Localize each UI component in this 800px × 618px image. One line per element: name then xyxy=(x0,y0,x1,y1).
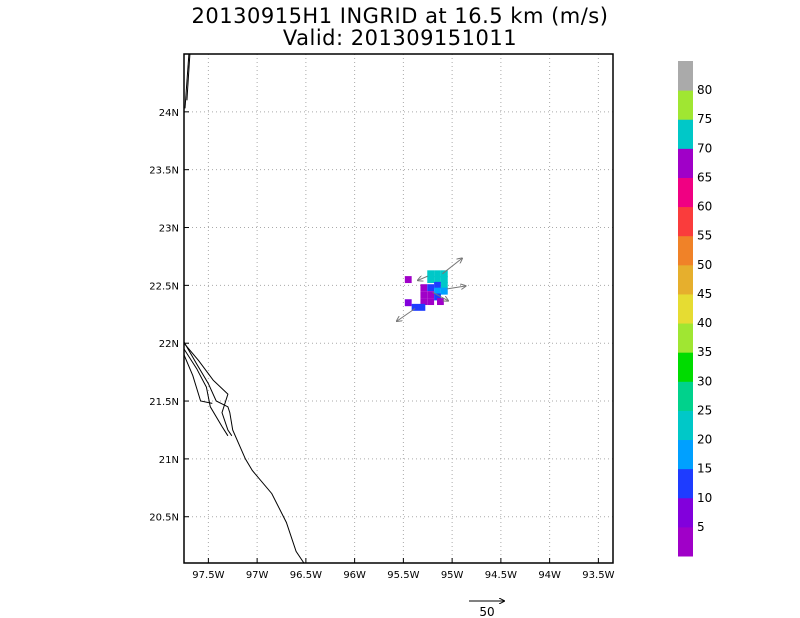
tick-label-lon: 97W xyxy=(246,570,269,581)
colorbar-bin xyxy=(678,352,693,382)
colorbar-label: 80 xyxy=(697,83,712,97)
tick-label-lon: 94.5W xyxy=(485,570,517,581)
wind-cell xyxy=(420,284,428,292)
tick-label-lon: 95W xyxy=(441,570,464,581)
wind-vector xyxy=(397,308,416,322)
colorbar-bin xyxy=(678,61,693,91)
colorbar-label: 45 xyxy=(697,287,712,301)
wind-cell xyxy=(420,298,428,306)
wind-cell xyxy=(427,284,435,292)
colorbar-label: 35 xyxy=(697,345,712,359)
coastline-segment xyxy=(184,354,213,404)
tick-label-lon: 95.5W xyxy=(387,570,419,581)
wind-cell xyxy=(427,276,435,284)
reference-vector: 50 xyxy=(469,601,504,618)
colorbar-label: 55 xyxy=(697,229,712,243)
wind-cell xyxy=(440,287,448,295)
colorbar-bin xyxy=(678,381,693,411)
tick-label-lat: 23.5N xyxy=(149,166,179,177)
colorbar-bin xyxy=(678,526,693,557)
coastline-segment xyxy=(184,342,233,437)
colorbar-label: 75 xyxy=(697,112,712,126)
colorbar-label: 15 xyxy=(697,462,712,476)
wind-cell xyxy=(420,291,428,299)
wind-cell xyxy=(434,276,441,284)
colorbar-bin xyxy=(678,264,693,295)
coastline-segment xyxy=(184,348,229,437)
tick-label-lat: 21N xyxy=(159,455,179,466)
colorbar-bin xyxy=(678,235,693,266)
reference-vector-label: 50 xyxy=(479,605,494,618)
colorbar-label: 70 xyxy=(697,141,712,155)
wind-cell xyxy=(434,270,441,278)
colorbar-label: 20 xyxy=(697,433,712,447)
tick-label-lat: 24N xyxy=(159,108,179,119)
tick-label-lat: 20.5N xyxy=(149,513,179,524)
wind-cell xyxy=(437,298,444,306)
wind-cell xyxy=(427,298,435,306)
colorbar-label: 30 xyxy=(697,374,712,388)
colorbar-label: 50 xyxy=(697,258,712,272)
wind-cell xyxy=(434,281,441,289)
wind-cell xyxy=(440,276,448,284)
wind-vector xyxy=(418,276,428,280)
colorbar-label: 40 xyxy=(697,316,712,330)
wind-cell xyxy=(440,270,448,278)
colorbar-bin xyxy=(678,497,693,528)
tick-label-lat: 22N xyxy=(159,339,179,350)
tick-label-lat: 23N xyxy=(159,224,179,235)
tick-label-lon: 94W xyxy=(538,570,561,581)
map-title: 20130915H1 INGRID at 16.5 km (m/s) xyxy=(191,4,609,28)
colorbar-label: 25 xyxy=(697,403,712,417)
wind-vector xyxy=(442,258,462,275)
colorbar-bin xyxy=(678,148,693,178)
colorbar-label: 65 xyxy=(697,170,712,184)
wind-cell xyxy=(427,291,435,299)
colorbar-label: 5 xyxy=(697,520,705,534)
wind-vector xyxy=(447,286,465,289)
tick-label-lat: 22.5N xyxy=(149,281,179,292)
map-frame xyxy=(183,53,614,564)
wind-cell xyxy=(418,303,426,311)
tick-label-lon: 96.5W xyxy=(290,570,322,581)
colorbar: 5 10 15 20 25 30 35 40 45 50 55 60 65 70 75 80 xyxy=(678,61,712,557)
colorbar-bin xyxy=(678,439,693,470)
colorbar-bin xyxy=(678,323,693,353)
wind-cell xyxy=(404,299,412,307)
wind-cell xyxy=(427,270,435,278)
wind-cell xyxy=(440,281,448,289)
tick-label-lat: 21.5N xyxy=(149,397,179,408)
wind-cell xyxy=(434,287,441,295)
wind-vectors xyxy=(397,258,466,321)
colorbar-label: 60 xyxy=(697,200,712,214)
wind-cell xyxy=(404,276,412,284)
colorbar-bin xyxy=(678,468,693,499)
wind-cell xyxy=(411,303,419,311)
coastline-segment xyxy=(184,341,305,563)
colorbar-bin xyxy=(678,177,693,208)
tick-label-lon: 93.5W xyxy=(582,570,614,581)
wind-speed-cells xyxy=(404,270,448,311)
coastline-segment xyxy=(184,54,190,109)
axis-tick-labels: 97.5W 97W 96.5W 96W 95.5W 95W 94.5W 94W 93.5W 20.… xyxy=(149,108,614,581)
colorbar-bin xyxy=(678,293,693,324)
map-valid-time: Valid: 201309151011 xyxy=(282,26,518,50)
wind-cell xyxy=(434,293,441,301)
tick-label-lon: 97.5W xyxy=(192,570,224,581)
colorbar-bin xyxy=(678,206,693,237)
tick-label-lon: 96W xyxy=(343,570,366,581)
colorbar-label: 10 xyxy=(697,491,712,505)
lat-lon-grid xyxy=(184,54,613,563)
coastline-segment xyxy=(186,54,191,101)
coastline xyxy=(184,54,305,563)
colorbar-bin xyxy=(678,119,693,149)
wind-vector xyxy=(432,291,448,300)
colorbar-bin xyxy=(678,410,693,441)
colorbar-bin xyxy=(678,90,693,120)
